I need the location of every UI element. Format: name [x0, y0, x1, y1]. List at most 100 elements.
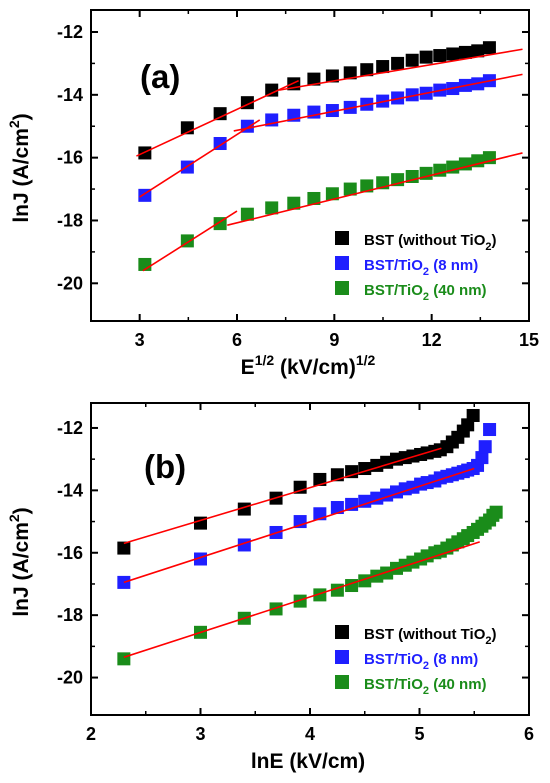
legend-entry: BST/TiO2 (8 nm) [364, 651, 478, 672]
data-point [117, 541, 131, 555]
series-2 [138, 151, 523, 272]
legend-swatch [335, 675, 349, 689]
data-point [293, 480, 307, 494]
legend-text: BST (without TiO [364, 626, 486, 643]
y-tick-label: -12 [57, 418, 83, 438]
data-point [325, 104, 339, 118]
x-tick-label: 3 [135, 330, 145, 350]
series-1 [117, 423, 497, 589]
data-point [117, 652, 131, 666]
series-1 [138, 73, 523, 202]
data-point [446, 47, 460, 61]
data-point [213, 107, 227, 121]
data-point [360, 179, 374, 193]
data-point [482, 41, 496, 55]
legend-subscript: 2 [485, 635, 491, 647]
y-axis-label-text: ) [10, 113, 33, 120]
data-point [466, 408, 480, 422]
legend-swatch [335, 625, 349, 639]
data-point [343, 66, 357, 80]
legend-subscript: 2 [423, 291, 429, 303]
data-point [307, 72, 321, 86]
data-point [475, 451, 489, 465]
x-axis-label: lnE (kV/cm) [251, 750, 365, 773]
data-point [287, 196, 301, 210]
y-tick-label: -12 [57, 22, 83, 42]
y-axis-label-text: lnJ (A/cm [10, 128, 33, 223]
y-tick-label: -16 [57, 543, 83, 563]
legend-text: BST/TiO [364, 257, 423, 274]
legend-text: (40 nm) [429, 676, 487, 693]
legend-text: BST/TiO [364, 676, 423, 693]
x-axis-label-text: (kV/cm) [274, 356, 356, 379]
data-point [307, 191, 321, 205]
x-tick-label: 6 [524, 724, 534, 744]
series-0 [117, 408, 480, 555]
fit-line [139, 119, 261, 198]
data-point [370, 569, 384, 583]
data-point [405, 88, 419, 102]
data-point [313, 472, 327, 486]
legend-text: (40 nm) [429, 282, 487, 299]
y-tick-label: -16 [57, 148, 83, 168]
panel-label: (a) [140, 58, 180, 95]
legend-text: BST (without TiO [364, 232, 486, 249]
legend-swatch [335, 231, 349, 245]
data-point [265, 201, 279, 215]
fit-line [227, 152, 523, 226]
legend-swatch [335, 281, 349, 295]
legend-swatch [335, 650, 349, 664]
panel-a-chart: 3 6 9 12 15 -20 -18 -16 -14 -12 (a) BST (without Ti… [6, 9, 539, 379]
x-tick-label: 5 [414, 724, 424, 744]
data-point [458, 45, 472, 59]
legend-text: (8 nm) [429, 257, 478, 274]
data-point [391, 56, 405, 70]
legend-entry: BST/TiO2 (40 nm) [364, 282, 487, 303]
plot-frame [90, 9, 530, 322]
data-point [325, 187, 339, 201]
data-point [325, 69, 339, 83]
data-point [293, 594, 307, 608]
panel-b-chart: 2 3 4 5 6-20-18-16-14-12(b)BST (without TiO2… [6, 402, 534, 773]
fit-line [123, 467, 475, 584]
y-tick-label: -20 [57, 273, 83, 293]
y-axis-label-text: lnJ (A/cm [10, 522, 33, 617]
legend-subscript: 2 [423, 685, 429, 697]
x-tick-label: 6 [232, 330, 242, 350]
y-tick-label: -14 [57, 480, 83, 500]
data-point [360, 63, 374, 77]
data-point [376, 60, 390, 74]
x-axis-label-text: lnE (kV/cm) [251, 750, 365, 773]
data-point [405, 53, 419, 67]
legend-text: BST/TiO [364, 282, 423, 299]
x-axis-label-sup: 1/2 [255, 352, 275, 368]
legend-swatch [335, 256, 349, 270]
data-point [489, 505, 503, 519]
y-tick-label: -18 [57, 210, 83, 230]
x-tick-label: 12 [422, 330, 442, 350]
y-tick-label: -14 [57, 85, 83, 105]
x-tick-label: 3 [195, 724, 205, 744]
data-point [343, 182, 357, 196]
y-axis-label: lnJ (A/cm2) [6, 507, 33, 616]
data-point [483, 423, 497, 437]
fit-line [233, 73, 523, 132]
y-axis-label-text: ) [10, 507, 33, 514]
y-tick-label: -18 [57, 605, 83, 625]
data-point [478, 440, 492, 454]
data-point [240, 207, 254, 221]
legend-entry: BST (without TiO2) [364, 232, 497, 253]
x-tick-label: 15 [519, 330, 539, 350]
data-point [265, 83, 279, 97]
legend-entry: BST/TiO2 (40 nm) [364, 676, 487, 697]
data-point [313, 588, 327, 602]
x-tick-label: 9 [329, 330, 339, 350]
y-axis-label: lnJ (A/cm2) [6, 113, 33, 222]
legend-text: ) [492, 626, 497, 643]
legend-entry: BST (without TiO2) [364, 626, 497, 647]
panel-label: (b) [144, 448, 186, 485]
x-axis-label-text: E [241, 356, 255, 379]
fit-line [279, 48, 523, 91]
fit-line [142, 210, 238, 272]
